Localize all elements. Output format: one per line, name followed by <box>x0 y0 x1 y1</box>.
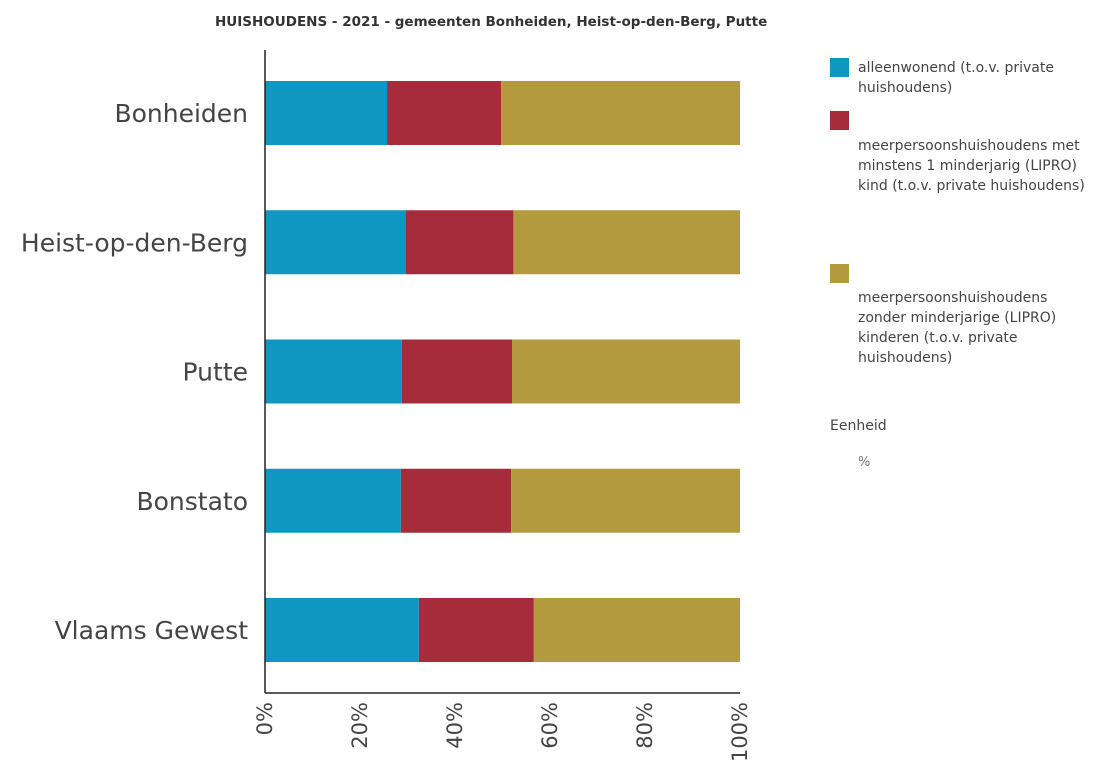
legend-swatch <box>830 264 849 283</box>
x-tick-label: 100% <box>728 702 752 762</box>
bar-segment[interactable] <box>387 81 502 145</box>
legend-swatch <box>830 58 849 77</box>
bar-segment[interactable] <box>418 598 534 662</box>
bar-segment[interactable] <box>513 210 740 275</box>
x-tick-label: 0% <box>253 702 277 735</box>
bar-segment[interactable] <box>501 81 740 145</box>
x-axis-tick-labels: 0% 20% 40% 60% 80% 100% <box>253 702 752 762</box>
x-tick-label: 60% <box>538 702 562 749</box>
bar-segment[interactable] <box>265 468 401 533</box>
bar-segment[interactable] <box>401 339 512 404</box>
chart-title: HUISHOUDENS - 2021 - gemeenten Bonheiden… <box>215 14 768 30</box>
x-tick-label: 40% <box>443 702 467 749</box>
legend-label: alleenwonend (t.o.v. private huishoudens… <box>858 60 1054 96</box>
bar-segment[interactable] <box>400 468 512 533</box>
bars-layer <box>265 81 740 662</box>
legend-swatch <box>830 111 849 130</box>
legend-label: meerpersoonshuishoudens met minstens 1 m… <box>858 138 1085 194</box>
bar-segment[interactable] <box>265 81 388 145</box>
bar-segment[interactable] <box>265 210 406 275</box>
bar-segment[interactable] <box>511 468 740 533</box>
bar-segment[interactable] <box>265 339 402 404</box>
category-label: Putte <box>183 358 248 387</box>
bar-segment[interactable] <box>512 339 740 404</box>
legend-label: meerpersoonshuishoudens zonder minderjar… <box>858 290 1057 366</box>
category-label: Bonheiden <box>114 99 248 128</box>
unit-value: % <box>858 455 871 470</box>
x-tick-label: 80% <box>633 702 657 749</box>
x-tick-label: 20% <box>348 702 372 749</box>
category-label: Vlaams Gewest <box>55 616 249 645</box>
unit-label: Eenheid <box>830 418 887 434</box>
category-label: Heist-op-den-Berg <box>21 228 248 257</box>
bar-segment[interactable] <box>405 210 514 275</box>
bar-segment[interactable] <box>533 598 740 662</box>
category-labels: Bonheiden Heist-op-den-Berg Putte Bonstato V… <box>21 99 248 645</box>
category-label: Bonstato <box>136 487 248 516</box>
bar-segment[interactable] <box>265 598 419 662</box>
